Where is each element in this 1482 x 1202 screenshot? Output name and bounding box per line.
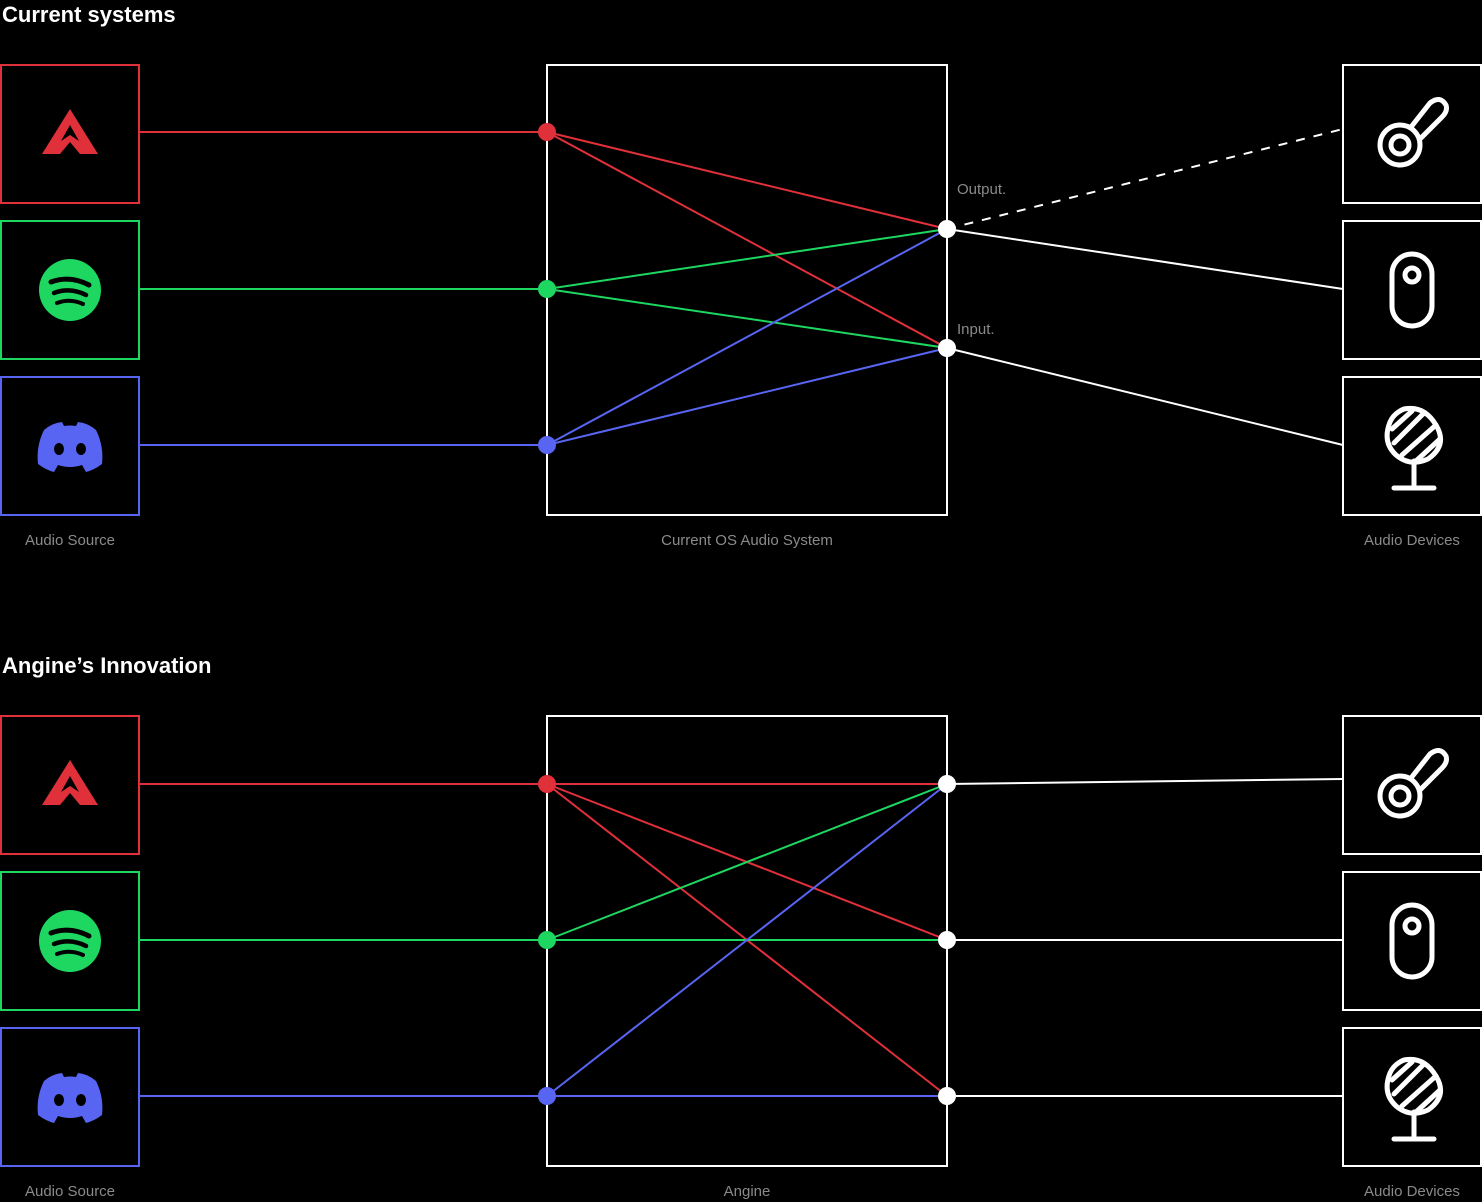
apex-node-2: [538, 775, 556, 793]
discord-to-out1: [546, 783, 948, 1097]
apex-to-output: [546, 131, 948, 230]
input-to-microphone: [946, 347, 1344, 446]
out3-node: [938, 1087, 956, 1105]
headphone-icon: [1380, 99, 1447, 165]
spotify-node-2: [538, 931, 556, 949]
apex-node: [538, 123, 556, 141]
discord-icon: [37, 422, 103, 472]
discord-node: [538, 436, 556, 454]
apex-to-input: [546, 131, 948, 349]
spotify-node: [538, 280, 556, 298]
apex-legends-icon: [42, 109, 98, 154]
out2-node: [938, 931, 956, 949]
os-audio-system-label: Current OS Audio System: [661, 532, 833, 549]
apex-legends-icon-2: [42, 760, 98, 805]
speaker-device-box: [1342, 220, 1482, 360]
spotify-to-out1: [546, 783, 948, 941]
audio-source-label-2: Audio Source: [24, 1183, 116, 1200]
discord-node-2: [538, 1087, 556, 1105]
output-to-headphone-dashed: [946, 128, 1344, 230]
headphone-device-box-2: [1342, 715, 1482, 855]
spotify-icon: [39, 259, 101, 321]
spotify-to-input: [546, 288, 948, 349]
audio-devices-label-2: Audio Devices: [1364, 1183, 1460, 1200]
output-node: [938, 220, 956, 238]
apex-source-box: [0, 64, 140, 204]
output-label: Output.: [957, 181, 1007, 198]
headphone-device-box: [1342, 64, 1482, 204]
spotify-icon-2: [39, 910, 101, 972]
speaker-device-box-2: [1342, 871, 1482, 1011]
microphone-device-box: [1342, 376, 1482, 516]
apex-source-box-2: [0, 715, 140, 855]
speaker-icon-2: [1392, 905, 1432, 977]
input-label: Input.: [957, 321, 995, 338]
audio-source-label: Audio Source: [24, 532, 116, 549]
out1-node: [938, 775, 956, 793]
headphone-icon-2: [1380, 750, 1447, 816]
spotify-to-output: [546, 228, 948, 290]
discord-to-input: [546, 347, 948, 446]
microphone-icon-2: [1387, 1059, 1440, 1139]
input-node: [938, 339, 956, 357]
os-audio-system-box: [546, 64, 948, 516]
microphone-icon: [1387, 408, 1440, 488]
section-title-current: Current systems: [2, 2, 176, 27]
output-to-speaker: [946, 228, 1344, 290]
discord-to-output: [546, 228, 948, 446]
angine-label: Angine: [723, 1183, 771, 1200]
out1-to-headphone: [946, 778, 1344, 785]
section-title-innovation: Angine’s Innovation: [2, 653, 212, 678]
discord-icon-2: [37, 1073, 103, 1123]
speaker-icon: [1392, 254, 1432, 326]
audio-devices-label: Audio Devices: [1364, 532, 1460, 549]
